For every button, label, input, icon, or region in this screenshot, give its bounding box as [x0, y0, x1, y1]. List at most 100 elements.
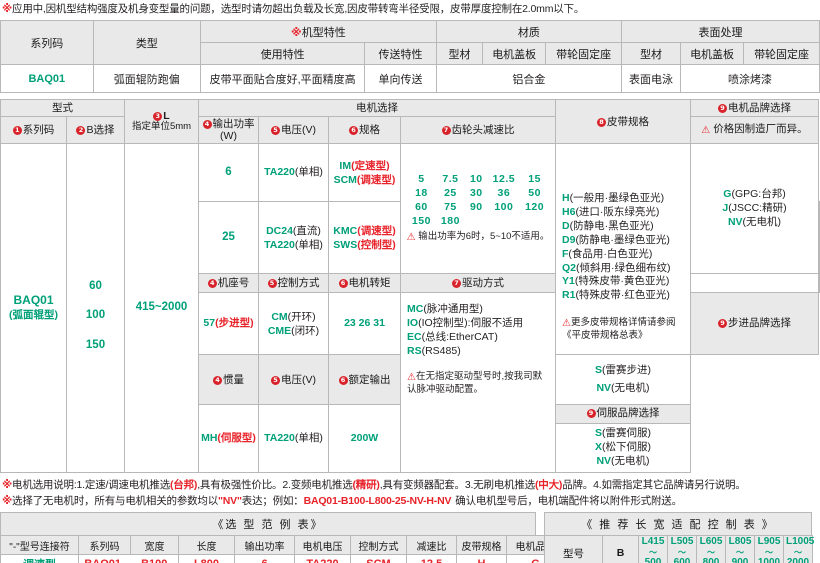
table-row: "-"型号连接符 系列码 宽度 长度 输出功率 电机电压 控制方式 减速比 皮带… [0, 535, 565, 556]
spec-code-sws: SWS [333, 238, 358, 251]
ratio-empty-1 [465, 215, 488, 229]
col-header-spec: 6 规格 [328, 116, 401, 145]
control-desc-cme: (闭环) [291, 324, 320, 337]
servo-brand-item: X(松下伺服) [556, 441, 690, 455]
brand-desc-nv: (无电机) [742, 215, 782, 228]
col-header-output-power: 4 输出功率(W) [198, 116, 259, 145]
recommend-table-block: 《 推 荐 长 宽 适 配 控 制 表 》 型号 B L415 〜 500 L505… [544, 512, 814, 563]
warning-icon: ⚠ [407, 371, 416, 383]
col-header-inertia: 4 惯量 [198, 354, 259, 406]
belt-desc-r1: (特殊皮带·红色亚光) [575, 289, 670, 302]
header-series-code: 系列码 [0, 20, 94, 66]
col-header-drive-mode: 7 驱动方式 [400, 273, 556, 294]
drive-desc-mc: (脉冲通用型) [423, 303, 483, 316]
cell-motor-brands-2: Z(ZD:中大) NV(无电机) [818, 201, 820, 294]
drive-mode-item: IO(IO控制型):伺服不适用 [407, 317, 553, 331]
header-sur-profile: 型材 [621, 42, 681, 66]
ratio-36: 36 [497, 186, 511, 199]
cell-b-options: 60 100 150 [66, 143, 125, 473]
belt-desc-f: (食品用·白色亚光) [568, 247, 653, 260]
belt-desc-d: (防静电·黑色亚光) [569, 219, 654, 232]
drive-mode-item: EC(总线:EtherCAT) [407, 331, 553, 345]
note2-part-a: 选择了无电机时，所有与电机相关的参数均以 [12, 495, 219, 508]
note1-part-a: 电机选用说明:1.定速/调速电机推选 [12, 478, 171, 491]
note2-part-e: 确认电机型号后，电机端配件将以附件形式附送。 [455, 495, 682, 508]
cell-material: 铝合金 [435, 64, 623, 94]
brand-code-nv: NV [727, 215, 743, 228]
recommend-header-range-3: L605 〜 800 [696, 535, 726, 563]
table-row: 57(步进型) CM(开环) CME(闭环) 23 26 31 MC(脉冲通用型… [1, 292, 820, 473]
drive-desc-rs: (RS485) [421, 344, 461, 357]
voltage-code-ta220-2: TA220 [264, 238, 295, 251]
servo-brand-item: S(雷赛伺服) [556, 427, 690, 441]
gear-note-text: 输出功率为6时，5~10不适用。 [418, 231, 550, 243]
eg1-h-width: 宽度 [130, 535, 179, 556]
col-header-series-code: 1 系列码 [0, 116, 67, 145]
voltage-label: 电压(V) [281, 124, 316, 137]
table-row: MH(伺服型) TA220(单相) 200W 9 伺服品牌选择 S(雷赛伺服) X… [1, 404, 820, 473]
note1-brand-zhongda: (中大) [534, 478, 563, 491]
belt-desc-h: (一般用·墨绿色亚光) [569, 192, 665, 205]
ratio-30: 30 [469, 186, 483, 199]
col-header-frame-no: 4 机座号 [198, 273, 259, 294]
servo-brand-code-s: S [594, 427, 602, 440]
index-4-icon: 4 [213, 375, 222, 385]
cell-spec-ac1: IM(定速型) SCM(调速型) [328, 143, 401, 203]
main-series-code-sub: (弧面辊型) [9, 309, 58, 322]
eg1-v-length: L800 [178, 554, 235, 563]
table-row: 型号 B L415 〜 500 L505 〜 600 L605 〜 800 L805 〜 900… [544, 535, 814, 563]
note-mark-icon: ※ [2, 478, 13, 491]
voltage-code-dc24: DC24 [266, 224, 293, 237]
belt-code-h6: H6 [562, 206, 576, 219]
header-material: 材质 [435, 20, 623, 44]
drive-mode-item: MC(脉冲通用型) [407, 303, 553, 317]
belt-spec-item: H6(进口·阪东绿亮光) [562, 206, 688, 220]
connector-label-1: "-"型号连接符 [0, 535, 79, 556]
cell-motor-torque: 23 26 31 [328, 292, 401, 356]
control-code-cm: CM [271, 310, 288, 323]
index-2-icon: 2 [76, 126, 86, 136]
cell-rated-output: 200W [328, 404, 401, 473]
eg1-h-belt: 皮带规格 [456, 535, 507, 556]
servo-brand-item: NV(无电机) [556, 455, 690, 469]
index-8-icon: 8 [597, 117, 606, 127]
recommend-table-caption: 《 推 荐 长 宽 适 配 控 制 表 》 [544, 512, 812, 536]
motor-brand-label: 电机品牌选择 [728, 102, 791, 115]
cell-voltage-ac1: TA220(单相) [258, 143, 329, 203]
model-feature-mark-icon: ※ [291, 26, 302, 39]
group-header-motor-brand: 9 电机品牌选择 [690, 99, 819, 118]
ratio-empty-3 [520, 215, 549, 229]
belt-desc-h6: (进口·阪东绿亮光) [575, 206, 660, 219]
col-header-motor-torque: 6 电机转矩 [328, 273, 401, 294]
recommend-header-model: 型号 [544, 535, 603, 563]
index-5-icon: 5 [271, 375, 280, 385]
drive-mode-item: RS(RS485) [407, 345, 553, 359]
b-select-label: B选择 [86, 124, 115, 137]
belt-spec-item: D(防静电·黑色亚光) [562, 220, 688, 234]
motor-brand-note: 价格因制造厂而异。 [713, 123, 808, 136]
belt-spec-item: F(食品用·白色亚光) [562, 248, 688, 262]
note1-brand-taibang: (台邦) [170, 478, 198, 491]
recommend-header-range-6: L1005 〜 2000 [783, 535, 814, 563]
belt-spec-item: Q2(倾斜用·绿色细布纹) [562, 262, 688, 276]
rated-output-label: 额定输出 [348, 373, 391, 386]
voltage-desc-single-phase: (单相) [294, 165, 323, 178]
col-header-stepper-brand: 9 步进品牌选择 [690, 292, 819, 356]
index-9-icon: 9 [586, 409, 596, 419]
servo-brand-code-x: X [594, 441, 602, 454]
cell-servo-voltage: TA220(单相) [258, 404, 329, 473]
belt-spec-note: ⚠更多皮带规格详情请参阅《平皮带规格总表》 [562, 317, 688, 343]
motor-brand-item: J(JSCC:精研) [693, 202, 816, 216]
ratio-120: 120 [525, 200, 545, 213]
servo-brand-desc-nv: (无电机) [611, 454, 650, 467]
length-label: L [163, 110, 170, 123]
belt-spec-item: Y1(特殊皮带·黄色亚光) [562, 275, 688, 289]
note-line-1: ※电机选用说明:1.定速/调速电机推选(台邦),具有极强性价比。2.变频电机推选… [2, 477, 818, 493]
index-5-icon: 5 [267, 279, 277, 289]
control-desc-cm: (开环) [287, 310, 316, 323]
index-9-icon: 9 [718, 318, 727, 328]
note2-example-model: BAQ01-B100-L800-25-NV-H-NV [303, 495, 452, 508]
col-header-voltage-2: 5 电压(V) [258, 354, 329, 406]
